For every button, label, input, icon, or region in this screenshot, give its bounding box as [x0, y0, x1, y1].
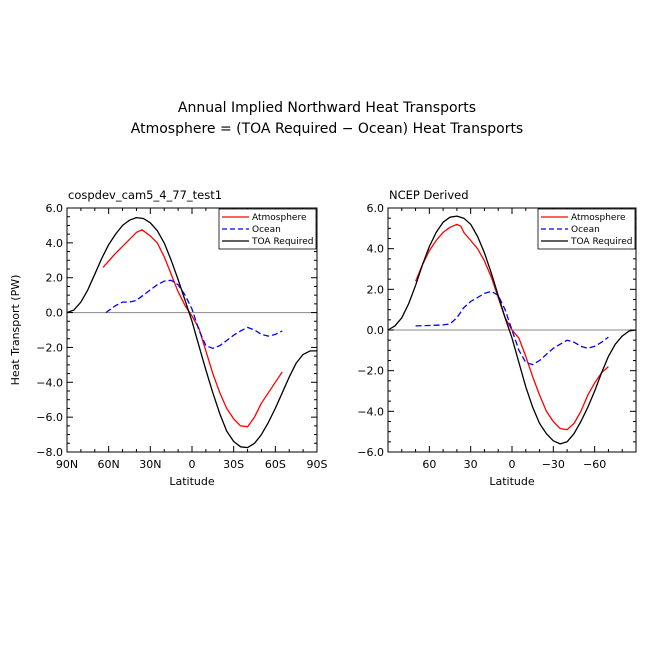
x-tick-label: −60: [583, 458, 606, 471]
y-tick-label: 0.0: [46, 307, 64, 320]
y-tick-label: −6.0: [357, 446, 384, 459]
x-tick-label: −30: [542, 458, 565, 471]
x-tick-label: 30N: [139, 458, 161, 471]
series-line-toa-required: [66, 216, 317, 449]
x-tick-label: 30S: [223, 458, 244, 471]
series-line-atmosphere: [102, 229, 283, 428]
figure-title-line1: Annual Implied Northward Heat Transports: [178, 100, 476, 116]
x-tick-label: 30: [464, 458, 478, 471]
legend-label: Ocean: [252, 225, 281, 235]
y-tick-label: −8.0: [36, 446, 63, 459]
legend-label: Ocean: [571, 225, 600, 235]
figure-title-line2: Atmosphere = (TOA Required − Ocean) Heat…: [131, 121, 523, 137]
y-tick-label: 4.0: [46, 237, 64, 250]
x-tick-label: 60S: [265, 458, 286, 471]
y-axis-label: Heat Transport (PW): [9, 275, 22, 386]
series-line-toa-required: [387, 215, 637, 445]
series-line-ocean: [415, 290, 609, 366]
y-tick-label: 2.0: [46, 272, 64, 285]
x-tick-label: 90S: [307, 458, 328, 471]
y-tick-label: −2.0: [357, 365, 384, 378]
x-axis-label: Latitude: [169, 475, 215, 488]
legend-label: Atmosphere: [252, 213, 307, 223]
legend-box: [537, 208, 636, 250]
x-tick-label: 60N: [98, 458, 120, 471]
y-tick-label: 4.0: [367, 243, 385, 256]
series-line-ocean: [105, 279, 283, 349]
legend-label: TOA Required: [251, 237, 314, 247]
x-tick-label: 0: [189, 458, 196, 471]
series-line-atmosphere: [415, 223, 609, 431]
y-tick-label: 6.0: [46, 202, 64, 215]
y-tick-label: −4.0: [357, 405, 384, 418]
y-tick-label: 6.0: [367, 202, 385, 215]
legend-box: [218, 208, 317, 250]
x-tick-label: 90N: [56, 458, 78, 471]
x-tick-label: 0: [509, 458, 516, 471]
y-tick-label: −4.0: [36, 376, 63, 389]
x-axis-label: Latitude: [489, 475, 535, 488]
chart-panel-left: cospdev_cam5_4_77_test1 6.0 4.0 2.0 0.0 −2.0 −…: [9, 188, 328, 488]
x-tick-label: 60: [422, 458, 436, 471]
legend-label: TOA Required: [570, 237, 633, 247]
chart-panel-right: NCEP Derived 6.0 4.0 2.0 0.0 −2.0 −4.0 −6.0 60 30…: [357, 188, 637, 488]
y-tick-label: 2.0: [367, 283, 385, 296]
y-tick-label: 0.0: [367, 324, 385, 337]
panel-title: cospdev_cam5_4_77_test1: [68, 188, 222, 202]
y-tick-label: −2.0: [36, 341, 63, 354]
panel-title: NCEP Derived: [389, 188, 469, 202]
y-tick-label: −6.0: [36, 411, 63, 424]
legend-label: Atmosphere: [571, 213, 626, 223]
